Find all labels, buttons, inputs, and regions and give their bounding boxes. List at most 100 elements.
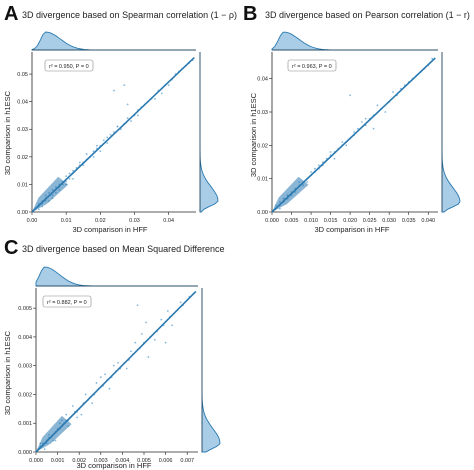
scatter-point [130, 120, 132, 122]
y-tick-label: 0.002 [18, 392, 32, 398]
x-tick-label: 0.01 [61, 218, 72, 224]
scatter-point [126, 117, 129, 120]
x-tick-label: 0.030 [382, 218, 396, 224]
y-tick-label: 0.02 [257, 143, 268, 149]
y-tick-label: 0.000 [18, 450, 32, 456]
y-marginal-density [199, 52, 219, 213]
x-tick-label: 0.003 [94, 458, 108, 464]
scatter-point [154, 97, 156, 100]
y-tick-label: 0.003 [18, 364, 32, 370]
x-marginal-density [35, 266, 198, 287]
scatter-point [112, 364, 115, 367]
x-marginal-density [31, 31, 196, 51]
scatter-point [65, 180, 68, 183]
x-tick-label: 0.005 [285, 218, 299, 224]
y-tick-label: 0.01 [17, 182, 28, 188]
scatter-point [376, 104, 379, 107]
plot-area: 0.00 0.01 0.02 0.03 0.04 0.00 0.01 0.02 0.03 0.04… [17, 52, 196, 224]
x-tick-label: 0.004 [116, 458, 130, 464]
panel-letter: B [243, 3, 257, 25]
regression-line [35, 290, 197, 453]
scatter-point [310, 171, 312, 173]
x-tick-label: 0.02 [95, 218, 106, 224]
x-marginal-density [271, 31, 438, 51]
scatter-point [353, 131, 355, 133]
x-tick-label: 0.020 [343, 218, 357, 224]
scatter-point [333, 157, 336, 160]
scatter-point [43, 448, 46, 451]
x-tick-label: 0.007 [180, 458, 194, 464]
y-tick-label: 0.03 [17, 127, 28, 133]
scatter-point [99, 376, 102, 379]
y-axis-label: 3D comparison in h1ESC [3, 90, 12, 175]
y-tick-label: 0.00 [257, 210, 268, 216]
x-density-curve [31, 31, 196, 51]
scatter-point [72, 169, 74, 172]
y-tick-label: 0.001 [18, 421, 32, 427]
scatter-point [72, 177, 74, 180]
scatter-point [104, 373, 107, 376]
scatter-point [78, 161, 81, 164]
plot-area: 0.000 0.001 0.002 0.003 0.004 0.005 0.006 0.007… [18, 288, 198, 464]
scatter-point [123, 84, 126, 87]
stats-annotation: r² = 0.882, P = 0 [47, 300, 87, 306]
y-tick-label: 0.03 [257, 110, 268, 116]
scatter-point [345, 144, 348, 147]
y-tick-label: 0.00 [17, 210, 28, 216]
scatter-point [153, 338, 156, 341]
x-tick-label: 0.006 [159, 458, 173, 464]
scatter-point [341, 141, 344, 143]
scatter-point [96, 144, 98, 147]
y-marginal-density [441, 52, 461, 213]
panel-a: A 3D divergence based on Spearman correl… [3, 3, 237, 234]
y-tick-label: 0.004 [18, 335, 32, 341]
regression-line [271, 57, 436, 213]
scatter-point [164, 341, 167, 344]
scatter-point [134, 341, 137, 344]
y-tick-label: 0.02 [17, 155, 28, 161]
scatter-point [85, 153, 88, 155]
scatter-point [179, 301, 182, 304]
scatter-point [167, 84, 170, 87]
scatter-point [65, 175, 68, 178]
scatter-point [99, 150, 102, 153]
y-density-curve [199, 52, 219, 213]
x-tick-label: 0.002 [72, 458, 86, 464]
panel-b: B 3D divergence based on Pearson correla… [243, 3, 470, 234]
y-tick-label: 0.005 [18, 306, 32, 312]
scatter-point [91, 402, 94, 404]
x-tick-label: 0.025 [363, 218, 377, 224]
scatter-point [147, 356, 150, 358]
scatter-point [117, 361, 119, 364]
x-axis-label: 3D comparison in HFF [72, 225, 147, 234]
scatter-point [92, 155, 95, 158]
x-tick-label: 0.000 [265, 218, 279, 224]
scatter-point [137, 114, 139, 117]
scatter-point [364, 117, 367, 120]
scatter-point [360, 121, 363, 123]
y-axis-label: 3D comparison in h1ESC [249, 92, 258, 177]
panel-letter: C [4, 237, 18, 259]
plot-area: 0.000 0.005 0.010 0.015 0.020 0.025 0.030 0.035… [257, 52, 438, 224]
chart-title: 3D divergence based on Pearson correlati… [265, 10, 470, 20]
scatter-point [357, 127, 359, 130]
scatter-point [171, 324, 173, 327]
scatter-point [349, 94, 352, 97]
x-tick-label: 0.010 [304, 218, 318, 224]
x-tick-label: 0.000 [29, 458, 43, 464]
x-tick-label: 0.04 [163, 218, 174, 224]
scatter-point [314, 167, 316, 170]
x-tick-label: 0.00 [27, 218, 38, 224]
x-tick-label: 0.040 [421, 218, 435, 224]
stats-annotation: r² = 0.963, P = 0 [292, 64, 332, 70]
scatter-point [108, 387, 111, 390]
stats-annotation: r² = 0.950, P = 0 [49, 64, 89, 70]
x-tick-label: 0.001 [51, 458, 65, 464]
chart-title: 3D divergence based on Mean Squared Diff… [22, 244, 224, 254]
x-tick-label: 0.03 [129, 218, 140, 224]
y-density-curve [441, 52, 461, 213]
scatter-point [136, 304, 139, 307]
scatter-point [37, 208, 40, 211]
scatter-point [113, 89, 115, 92]
scatter-point [372, 127, 375, 130]
